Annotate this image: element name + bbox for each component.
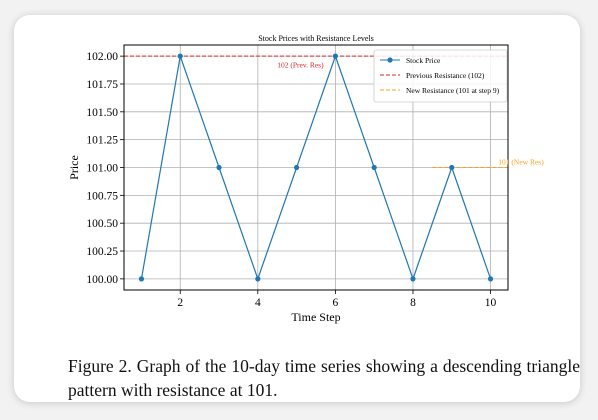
data-point [216, 164, 222, 171]
x-axis-label: Time Step [291, 310, 340, 324]
series-line-stock-price [140, 53, 492, 281]
y-tick-label: 101.00 [86, 163, 118, 175]
y-tick-label: 100.25 [86, 246, 118, 258]
data-point [449, 164, 455, 171]
y-tick-label: 100.50 [86, 218, 118, 230]
y-tick-label: 101.75 [86, 79, 118, 91]
figure-card: 2 4 6 8 10 100.00 100.25 100.50 100.75 101.00 101.… [14, 15, 580, 402]
legend-label: Stock Price [406, 56, 441, 65]
annotation-1: 102 (Prev. Res) [277, 60, 324, 69]
legend-marker [387, 57, 393, 63]
data-point [487, 276, 494, 282]
x-tick-label: 10 [485, 297, 497, 309]
legend-box [373, 49, 508, 103]
y-tick-label: 100.00 [86, 274, 118, 286]
y-tick-label: 101.50 [86, 107, 118, 119]
legend-label: Previous Resistance (102) [406, 71, 485, 80]
data-point [371, 164, 377, 171]
data-point [138, 276, 145, 282]
y-tick-label: 102.00 [86, 51, 118, 63]
y-axis-label: Price [67, 155, 81, 180]
figure-caption: Figure 2. Graph of the 10-day time serie… [68, 356, 580, 400]
y-tick-label: 100.75 [86, 190, 118, 202]
x-tick-label: 6 [333, 297, 339, 309]
data-point [332, 53, 338, 59]
annotation-2: 101 (New Res) [498, 157, 544, 166]
x-tick-label: 8 [410, 297, 416, 309]
y-tick-label: 101.25 [86, 135, 118, 147]
data-point [255, 276, 261, 282]
x-tick-label: 4 [255, 297, 261, 309]
data-point [177, 53, 183, 59]
chart-title: Stock Prices with Resistance Levels [258, 34, 374, 43]
x-tick-label: 2 [177, 297, 183, 309]
data-point [410, 276, 416, 282]
data-point [294, 164, 300, 171]
stock-price-chart: 2 4 6 8 10 100.00 100.25 100.50 100.75 101.00 101.… [67, 34, 544, 324]
legend-label: New Resistance (101 at step 9) [406, 86, 500, 95]
